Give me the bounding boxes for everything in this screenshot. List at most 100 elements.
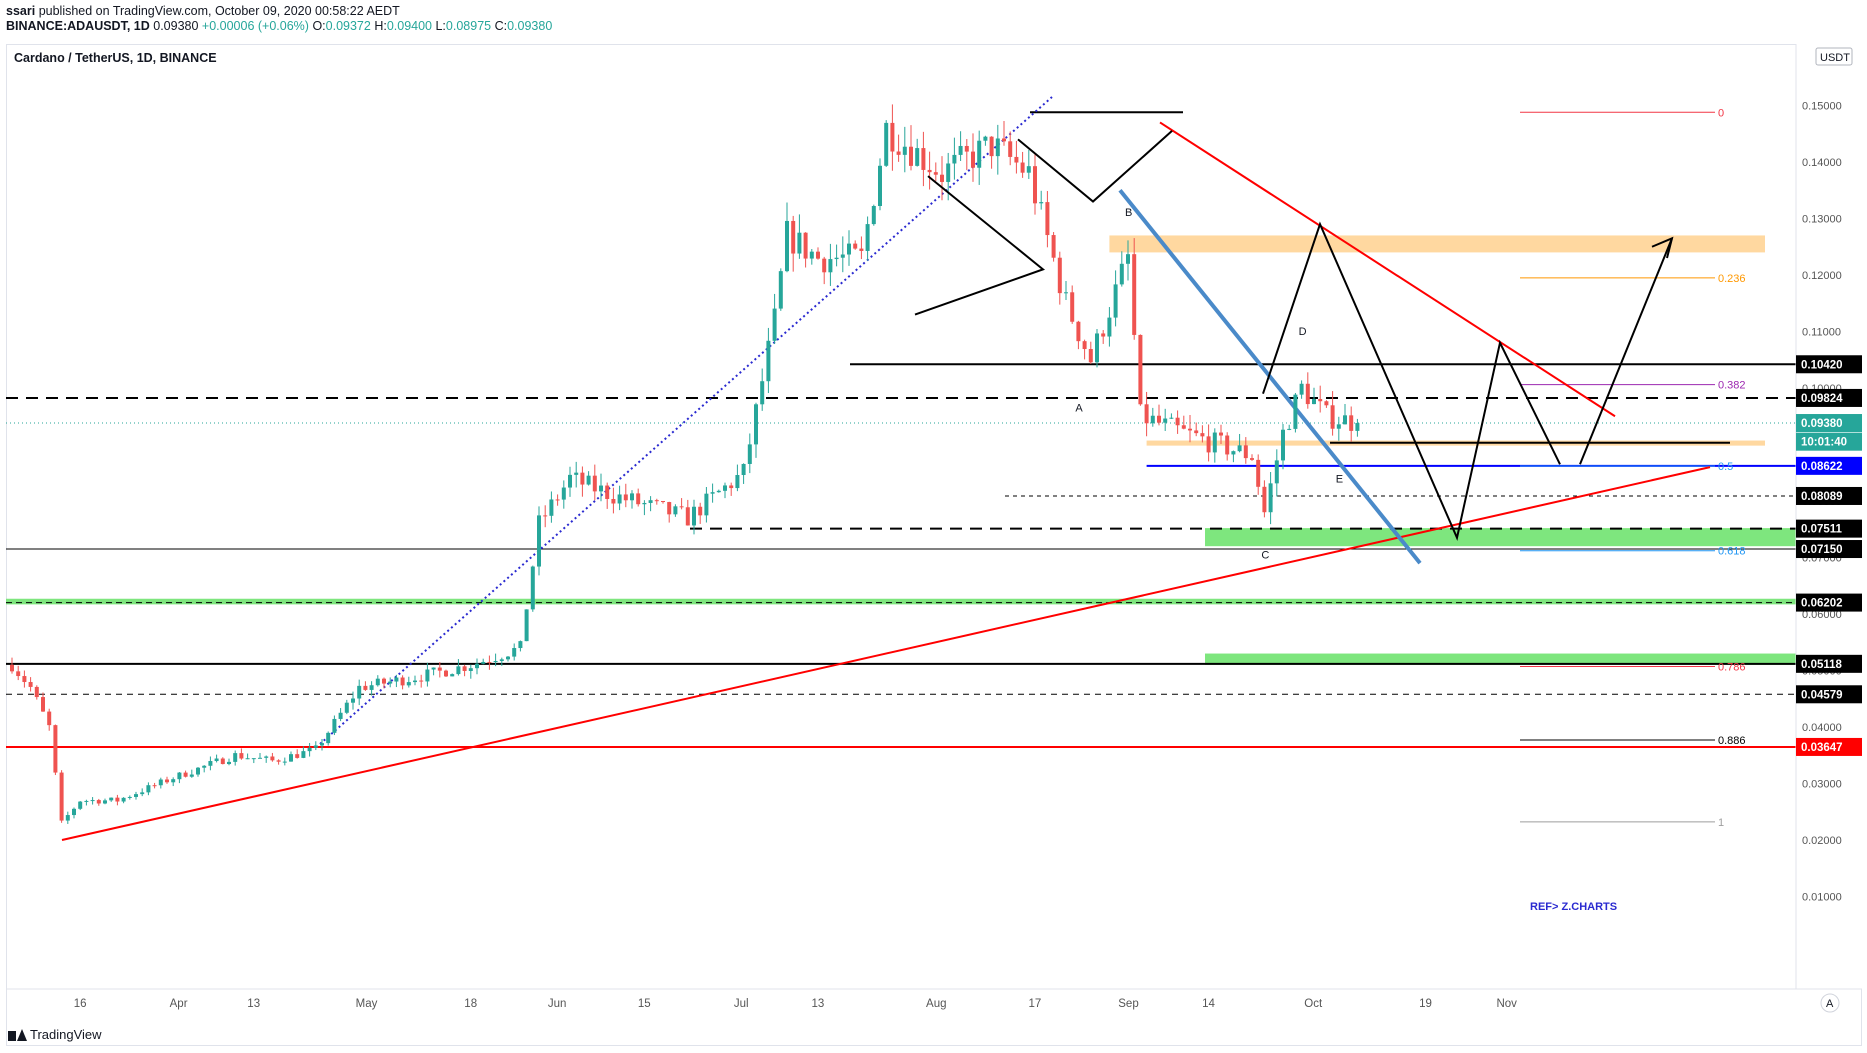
- candle: [902, 126, 907, 173]
- high-label: H:: [374, 19, 387, 33]
- candle: [1064, 280, 1068, 300]
- candle: [357, 679, 362, 706]
- candle: [202, 765, 207, 773]
- currency-label: USDT: [1820, 52, 1850, 64]
- candle: [264, 755, 269, 763]
- auto-scale-circle: [1820, 993, 1840, 1013]
- currency-badge-box: [1815, 47, 1853, 66]
- candle-body: [617, 494, 622, 504]
- candle: [431, 667, 436, 676]
- candle: [685, 499, 690, 526]
- candle-body: [326, 732, 331, 744]
- time-tick-label: Jul: [734, 998, 749, 1010]
- candle: [915, 138, 920, 167]
- candle-body: [964, 145, 969, 152]
- candle: [394, 674, 399, 688]
- candle-body: [468, 668, 473, 671]
- candle-body: [692, 506, 696, 526]
- price-tag-label: 0.09824: [1801, 393, 1843, 405]
- candle: [90, 797, 95, 805]
- candle: [1219, 424, 1223, 445]
- candle-body: [685, 507, 690, 526]
- candle: [927, 151, 932, 190]
- candle: [475, 658, 479, 675]
- candle: [995, 124, 1000, 175]
- resistance-zone-orange: [1109, 235, 1765, 253]
- candle: [971, 133, 975, 182]
- candle-body: [1045, 202, 1050, 236]
- candle: [351, 691, 355, 710]
- candle: [493, 653, 498, 667]
- publisher-user[interactable]: ssari: [6, 4, 36, 18]
- candle: [1281, 424, 1285, 470]
- candle: [1268, 472, 1273, 525]
- candle: [270, 752, 275, 762]
- candle: [692, 499, 696, 535]
- candle: [251, 758, 256, 764]
- candle-body: [1138, 334, 1143, 405]
- candle: [1324, 400, 1329, 408]
- price-tag-bg: [1796, 685, 1862, 704]
- candle: [1312, 387, 1316, 405]
- candle: [450, 673, 455, 677]
- candle: [499, 657, 504, 666]
- candle: [1355, 418, 1360, 437]
- candle: [1002, 120, 1006, 146]
- price-tag: 0.09824: [1796, 388, 1862, 407]
- last-price: 0.09380: [153, 19, 199, 33]
- candle: [41, 692, 45, 712]
- candle-body: [754, 404, 758, 445]
- candle-body: [729, 485, 734, 489]
- candle-body: [22, 676, 27, 683]
- time-tick-label: 17: [1029, 998, 1042, 1010]
- candle: [952, 137, 957, 180]
- time-tick-label: Oct: [1304, 998, 1323, 1010]
- time-tick-label: May: [356, 998, 378, 1010]
- candle: [1343, 403, 1347, 425]
- candle-body: [549, 499, 554, 516]
- candle-body: [1014, 156, 1019, 163]
- candle: [623, 483, 628, 508]
- candle-body: [499, 659, 504, 662]
- candle: [809, 248, 814, 265]
- candle: [233, 750, 238, 766]
- price-tag-label: 0.07511: [1801, 524, 1843, 536]
- candle-body: [351, 698, 355, 703]
- candle: [53, 724, 58, 776]
- candle-body: [481, 661, 486, 664]
- candle-body: [654, 500, 659, 502]
- candle: [1206, 424, 1211, 462]
- candle: [630, 490, 634, 509]
- candle-body: [34, 686, 39, 698]
- price-tag-label: 0.08089: [1801, 491, 1843, 503]
- watermark-text: TradingView: [30, 1027, 102, 1042]
- candle: [1225, 432, 1230, 461]
- auto-scale-button[interactable]: A: [1820, 993, 1840, 1013]
- candle-body: [1070, 292, 1075, 322]
- candle-body: [202, 765, 207, 768]
- candle: [388, 677, 393, 688]
- candle-body: [840, 254, 845, 258]
- candle-body: [1330, 405, 1335, 429]
- candle-body: [1157, 415, 1161, 423]
- candle-body: [28, 682, 33, 687]
- candle: [152, 782, 157, 789]
- candle-body: [785, 220, 789, 272]
- price-tag: 0.04579: [1796, 685, 1862, 704]
- candle: [778, 268, 783, 311]
- time-tick-label: 16: [74, 998, 87, 1010]
- candle: [16, 665, 21, 681]
- candle: [196, 766, 200, 777]
- candle-body: [251, 758, 256, 760]
- candle: [1305, 372, 1310, 409]
- reference-note: REF> Z.CHARTS: [1530, 901, 1617, 913]
- candle-body: [413, 680, 417, 683]
- candle-body: [927, 169, 932, 173]
- price-tick-label: 0.15000: [1802, 101, 1842, 113]
- candle: [84, 799, 89, 806]
- price-tag-bg: [1796, 432, 1862, 451]
- candle: [1299, 380, 1304, 399]
- candle-body: [41, 697, 45, 712]
- tradingview-logo: TradingView: [8, 1027, 102, 1042]
